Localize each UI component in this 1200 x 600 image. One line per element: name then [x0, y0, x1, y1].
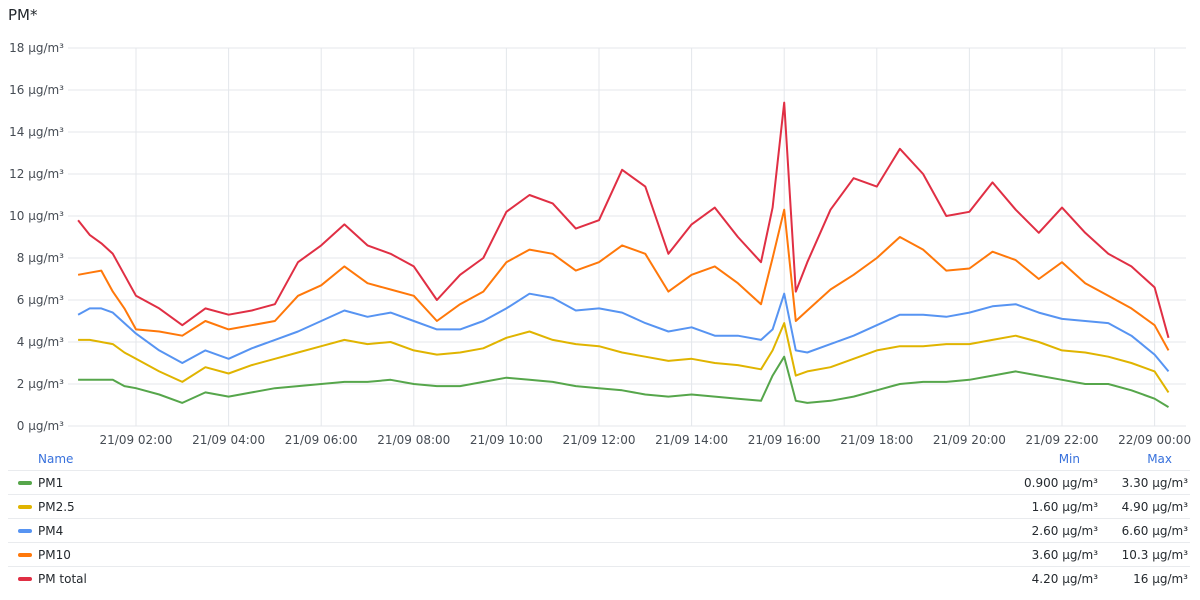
legend-max: 6.60 µg/m³ — [1122, 524, 1188, 538]
y-axis: 0 µg/m³ 2 µg/m³ 4 µg/m³ 6 µg/m³ 8 µg/m³ 10 µg… — [9, 41, 64, 433]
legend-swatch-pm2-5 — [18, 505, 32, 509]
y-tick-label: 10 µg/m³ — [9, 209, 64, 223]
legend-header: Name Min Max — [8, 448, 1190, 470]
legend-swatch-pm-total — [18, 577, 32, 581]
legend-name[interactable]: PM4 — [38, 524, 63, 538]
legend-min: 1.60 µg/m³ — [1032, 500, 1098, 514]
legend-max: 3.30 µg/m³ — [1122, 476, 1188, 490]
y-tick-label: 4 µg/m³ — [17, 335, 64, 349]
series-line-pm2-5 — [78, 323, 1168, 392]
legend-header-min[interactable]: Min — [1059, 452, 1080, 466]
y-tick-label: 12 µg/m³ — [9, 167, 64, 181]
legend-max: 16 µg/m³ — [1133, 572, 1188, 586]
legend-row-pm4[interactable]: PM4 2.60 µg/m³ 6.60 µg/m³ — [8, 518, 1190, 542]
series-line-pm10 — [78, 210, 1168, 351]
x-tick-label: 21/09 02:00 — [100, 433, 173, 447]
legend-swatch-pm4 — [18, 529, 32, 533]
series-line-pm1 — [78, 357, 1168, 407]
legend-min: 0.900 µg/m³ — [1024, 476, 1098, 490]
x-tick-label: 22/09 00:00 — [1118, 433, 1191, 447]
y-tick-label: 2 µg/m³ — [17, 377, 64, 391]
y-tick-label: 8 µg/m³ — [17, 251, 64, 265]
pm-line-chart: 0 µg/m³ 2 µg/m³ 4 µg/m³ 6 µg/m³ 8 µg/m³ 10 µg… — [0, 0, 1200, 450]
series-line-pm-total — [78, 103, 1168, 338]
x-tick-label: 21/09 18:00 — [840, 433, 913, 447]
legend-name[interactable]: PM total — [38, 572, 87, 586]
legend-row-pm10[interactable]: PM10 3.60 µg/m³ 10.3 µg/m³ — [8, 542, 1190, 566]
legend-table: Name Min Max PM1 0.900 µg/m³ 3.30 µg/m³ … — [8, 448, 1190, 590]
legend-min: 4.20 µg/m³ — [1032, 572, 1098, 586]
legend-row-pm1[interactable]: PM1 0.900 µg/m³ 3.30 µg/m³ — [8, 470, 1190, 494]
chart-grid — [68, 48, 1186, 426]
x-tick-label: 21/09 22:00 — [1026, 433, 1099, 447]
legend-row-pm2-5[interactable]: PM2.5 1.60 µg/m³ 4.90 µg/m³ — [8, 494, 1190, 518]
x-tick-label: 21/09 06:00 — [285, 433, 358, 447]
x-tick-label: 21/09 04:00 — [192, 433, 265, 447]
legend-max: 10.3 µg/m³ — [1122, 548, 1188, 562]
legend-swatch-pm1 — [18, 481, 32, 485]
legend-min: 3.60 µg/m³ — [1032, 548, 1098, 562]
legend-min: 2.60 µg/m³ — [1032, 524, 1098, 538]
y-tick-label: 0 µg/m³ — [17, 419, 64, 433]
x-axis: 21/09 02:00 21/09 04:00 21/09 06:00 21/09 0… — [100, 433, 1192, 447]
legend-name[interactable]: PM10 — [38, 548, 71, 562]
legend-header-max[interactable]: Max — [1147, 452, 1172, 466]
x-tick-label: 21/09 20:00 — [933, 433, 1006, 447]
series-lines — [78, 103, 1168, 408]
legend-name[interactable]: PM1 — [38, 476, 63, 490]
series-line-pm4 — [78, 294, 1168, 372]
legend-header-name[interactable]: Name — [38, 452, 73, 466]
y-tick-label: 16 µg/m³ — [9, 83, 64, 97]
x-tick-label: 21/09 16:00 — [748, 433, 821, 447]
legend-max: 4.90 µg/m³ — [1122, 500, 1188, 514]
y-tick-label: 18 µg/m³ — [9, 41, 64, 55]
legend-name[interactable]: PM2.5 — [38, 500, 75, 514]
x-tick-label: 21/09 10:00 — [470, 433, 543, 447]
x-tick-label: 21/09 12:00 — [563, 433, 636, 447]
legend-row-pm-total[interactable]: PM total 4.20 µg/m³ 16 µg/m³ — [8, 566, 1190, 590]
x-tick-label: 21/09 08:00 — [377, 433, 450, 447]
x-tick-label: 21/09 14:00 — [655, 433, 728, 447]
legend-swatch-pm10 — [18, 553, 32, 557]
y-tick-label: 6 µg/m³ — [17, 293, 64, 307]
y-tick-label: 14 µg/m³ — [9, 125, 64, 139]
